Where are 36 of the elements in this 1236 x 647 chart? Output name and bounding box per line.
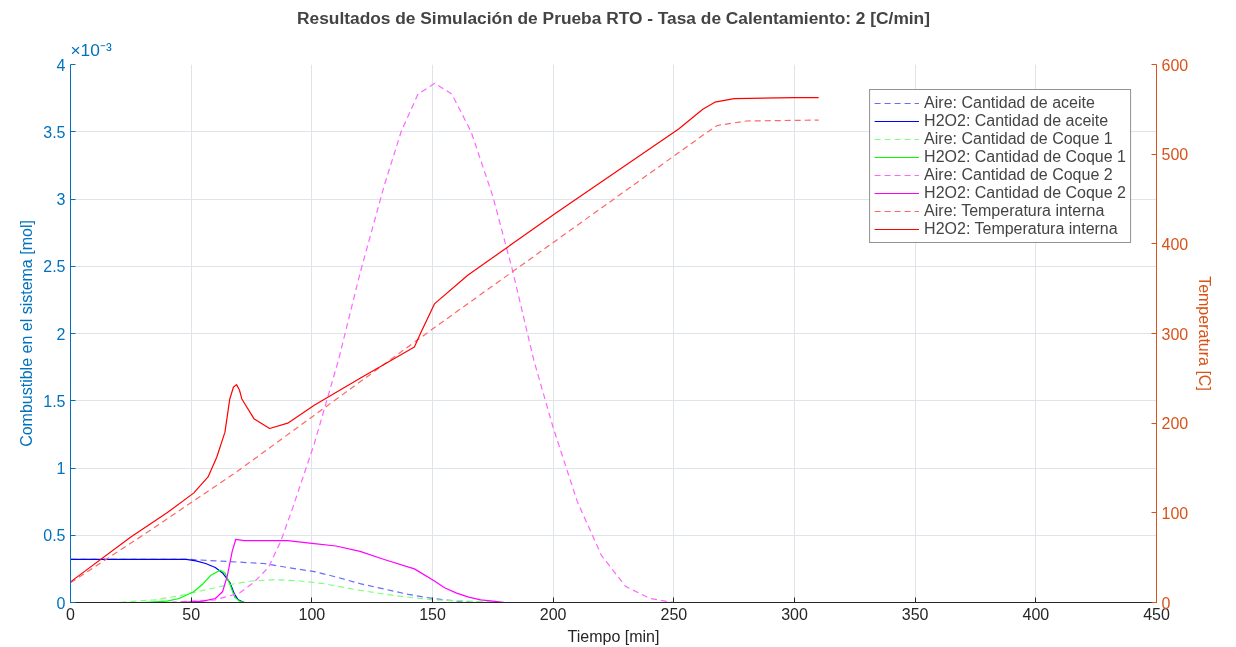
x-tick-label: 250 <box>660 605 688 623</box>
y-tick-label: 0 <box>56 594 66 612</box>
x-tick-label: 350 <box>901 605 929 623</box>
y-tick-label: 4 <box>56 56 66 74</box>
legend-label: H2O2: Cantidad de aceite <box>924 112 1109 130</box>
x-tick-label: 50 <box>182 605 201 623</box>
y2-tick-label: 400 <box>1161 235 1189 253</box>
x-tick-label: 100 <box>298 605 326 623</box>
legend-label: Aire: Cantidad de Coque 2 <box>924 166 1113 184</box>
y2-tick-label: 500 <box>1161 146 1189 164</box>
y-tick-label: 2.5 <box>43 258 66 276</box>
y2-tick-label: 600 <box>1161 56 1189 74</box>
y-tick-label: 1 <box>56 460 66 477</box>
legend-label: Aire: Temperatura interna <box>924 202 1105 220</box>
y-axis-title: Combustible en el sistema [mol] <box>18 220 36 447</box>
y-tick-label: 1.5 <box>43 392 66 410</box>
y-tick-label: 0.5 <box>43 527 66 545</box>
y-tick-label: 3 <box>56 191 66 208</box>
y2-tick-label: 200 <box>1161 415 1189 433</box>
x-tick-label: 300 <box>781 605 808 623</box>
x-tick-label: 200 <box>539 605 567 623</box>
legend-label: H2O2: Cantidad de Coque 2 <box>924 184 1126 202</box>
text: ×10⁻³ <box>70 39 112 60</box>
y2-tick-label: 100 <box>1161 504 1189 522</box>
x-axis-title: Tiempo [min] <box>567 627 660 645</box>
y2-axis-title: Temperatura [C] <box>1196 276 1214 391</box>
legend-label: Aire: Cantidad de aceite <box>924 94 1095 112</box>
x-tick-label: 400 <box>1022 605 1050 623</box>
x-tick-label: 150 <box>419 605 446 623</box>
legend-label: H2O2: Temperatura interna <box>924 220 1118 238</box>
chart-title: Resultados de Simulación de Prueba RTO - Tasa de Calentamiento: 2 [C/min] <box>297 7 930 28</box>
legend-label: Aire: Cantidad de Coque 1 <box>924 130 1113 148</box>
y-tick-label: 3.5 <box>43 123 66 141</box>
y2-tick-label: 300 <box>1161 325 1189 343</box>
y-tick-label: 2 <box>56 325 66 343</box>
legend-label: H2O2: Cantidad de Coque 1 <box>924 148 1126 166</box>
